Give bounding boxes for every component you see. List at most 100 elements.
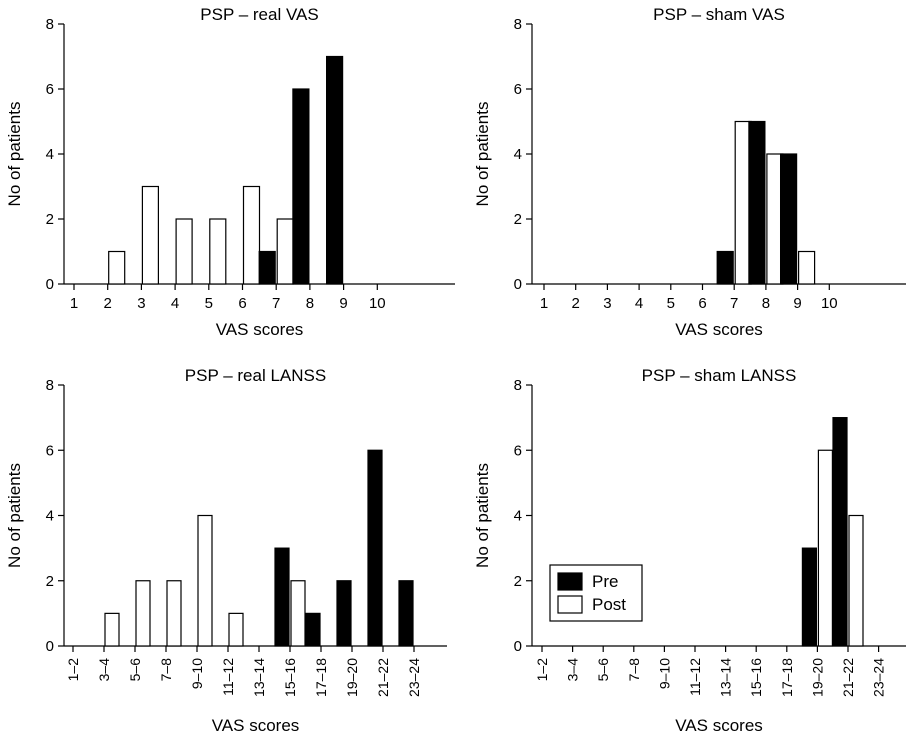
x-tick-label: 2 [104,295,112,312]
x-axis-label: VAS scores [675,320,763,339]
x-tick-label: 7–8 [626,658,642,682]
y-axis-label: No of patients [473,102,492,207]
x-tick-label: 9–10 [189,658,205,689]
bar-post [135,580,151,647]
chart-panel-2: PSP – sham VAS 0 2 4 6 8 No of patients VAS sco… [473,5,906,339]
x-tick-label: 9 [793,295,801,312]
y-tick-label: 0 [514,638,522,655]
legend: Pre Post [549,564,643,622]
chart-panel-3: PSP – real LANSS 0 2 4 6 8 No of patients VAS s… [5,366,447,735]
x-axis-label: VAS scores [675,716,763,735]
bar-pre [748,120,766,285]
bar-pre [716,250,734,285]
y-axis-label: No of patients [5,102,24,207]
bar-pre [832,417,848,647]
x-tick-label: 17–18 [313,658,329,697]
x-tick-label: 7 [730,295,738,312]
x-tick-label: 1 [70,295,78,312]
bar-post [797,250,816,285]
y-tick-label: 2 [46,211,54,228]
bar-pre [801,547,818,647]
x-axis-label: VAS scores [212,716,300,735]
bar-post [197,514,213,647]
y-tick-label: 8 [514,16,522,33]
x-tick-label: 4 [635,295,643,312]
bar-pre [367,449,383,647]
chart-title: PSP – real LANSS [185,366,326,385]
x-tick-label: 11–12 [687,658,703,696]
bar-post [175,218,193,285]
x-tick-label: 3 [603,295,611,312]
x-tick-label: 5 [205,295,213,312]
bar-pre [274,547,290,647]
x-tick-label: 7–8 [158,658,174,682]
legend-swatch-pre [557,572,583,591]
x-tick-label: 8 [306,295,314,312]
x-tick-label: 23–24 [406,658,422,697]
y-tick-label: 0 [46,276,54,293]
x-tick-label: 6 [698,295,706,312]
y-axis-label: No of patients [473,463,492,568]
y-tick-label: 4 [46,146,54,163]
x-tick-label: 13–14 [718,658,734,697]
x-tick-label: 11–12 [220,658,236,696]
y-tick-label: 8 [46,16,54,33]
y-tick-label: 0 [514,276,522,293]
y-axis-label: No of patients [5,463,24,568]
legend-label-pre: Pre [592,572,618,591]
x-tick-label: 15–16 [748,658,764,697]
x-tick-label: 4 [171,295,179,312]
y-tick-label: 6 [514,81,522,98]
x-axis-label: VAS scores [216,320,304,339]
x-tick-label: 1–2 [65,658,81,682]
x-tick-label: 9–10 [656,658,672,689]
x-tick-label: 9 [339,295,347,312]
x-tick-label: 15–16 [282,658,298,697]
bar-pre [336,580,352,647]
x-tick-label: 10 [369,295,386,312]
bar-pre [779,153,798,285]
y-tick-label: 4 [514,508,522,525]
y-tick-label: 6 [46,442,54,459]
y-tick-label: 2 [514,573,522,590]
x-tick-label: 8 [762,295,770,312]
x-tick-label: 1–2 [534,658,550,682]
legend-swatch-post [557,595,583,614]
bar-post [242,185,261,285]
x-tick-label: 6 [238,295,246,312]
x-tick-label: 2 [572,295,580,312]
y-tick-label: 8 [514,377,522,394]
y-tick-label: 6 [514,442,522,459]
y-tick-label: 4 [46,508,54,525]
y-tick-label: 2 [46,573,54,590]
x-tick-label: 21–22 [375,658,391,697]
x-tick-label: 23–24 [871,658,887,697]
y-tick-label: 8 [46,377,54,394]
bar-pre [305,612,321,647]
x-tick-label: 3–4 [96,658,112,682]
chart-panel-1: PSP – real VAS 0 2 4 6 8 No of patients VAS sco… [5,5,455,339]
y-tick-label: 4 [514,146,522,163]
y-tick-label: 6 [46,81,54,98]
bar-pre [258,250,276,285]
bar-post [108,250,126,285]
bar-post [209,218,227,285]
bar-post [276,218,294,285]
bar-post [166,580,182,647]
y-tick-label: 0 [46,638,54,655]
bar-post [228,612,244,647]
bar-post [290,580,306,647]
x-tick-label: 13–14 [251,658,267,697]
bar-pre [398,580,414,647]
x-tick-label: 17–18 [779,658,795,697]
x-tick-label: 5 [667,295,675,312]
x-tick-label: 3 [137,295,145,312]
x-tick-label: 10 [821,295,838,312]
legend-label-post: Post [592,595,626,614]
bar-post [817,449,834,647]
chart-title: PSP – sham LANSS [642,366,797,385]
y-tick-label: 2 [514,211,522,228]
chart-panel-4: PSP – sham LANSS 0 2 4 6 8 No of patients VAS s… [473,366,906,735]
x-tick-label: 1 [540,295,548,312]
